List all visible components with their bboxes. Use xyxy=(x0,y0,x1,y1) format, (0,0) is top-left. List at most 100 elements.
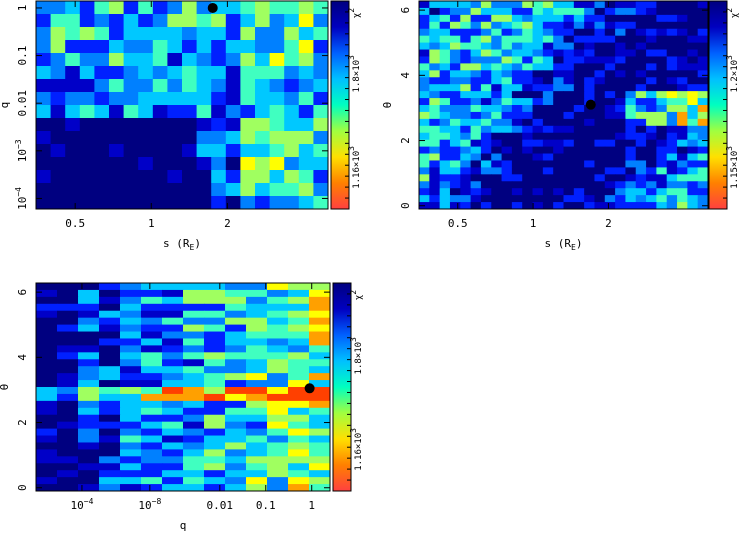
heatmap-cell xyxy=(480,49,492,57)
heatmap-cell xyxy=(542,105,554,113)
heatmap-cell xyxy=(211,53,227,67)
heatmap-cell xyxy=(267,345,289,353)
heatmap-cell xyxy=(625,118,637,127)
heatmap-cell xyxy=(204,463,226,471)
heatmap-cell xyxy=(269,157,285,171)
heatmap-cell xyxy=(604,105,616,113)
heatmap-cell xyxy=(429,49,441,57)
heatmap-cell xyxy=(50,131,66,145)
heatmap-cell xyxy=(429,7,441,16)
heatmap-cell xyxy=(419,35,430,44)
heatmap-cell xyxy=(167,92,183,106)
heatmap-cell xyxy=(309,352,331,360)
heatmap-cell xyxy=(204,373,226,381)
heatmap-cell xyxy=(225,53,241,67)
heatmap-cell xyxy=(584,111,595,120)
heatmap-cell xyxy=(138,92,154,106)
heatmap-cell xyxy=(225,359,247,367)
heatmap-cell xyxy=(511,84,523,92)
heatmap-cell xyxy=(553,84,564,92)
heatmap-cell xyxy=(267,428,289,437)
heatmap-cell xyxy=(182,92,198,106)
heatmap-cell xyxy=(204,324,226,333)
heatmap-cell xyxy=(594,160,606,168)
heatmap-cell xyxy=(309,484,331,492)
heatmap-cell xyxy=(542,125,554,134)
heatmap-cell xyxy=(656,35,668,44)
heatmap-cell xyxy=(183,387,205,395)
heatmap-cell xyxy=(267,359,289,367)
heatmap-cell xyxy=(240,14,256,28)
heatmap-cell xyxy=(57,442,79,450)
heatmap-cell xyxy=(646,181,657,189)
heatmap-cell xyxy=(646,63,657,71)
heatmap-cell xyxy=(123,40,139,54)
heatmap-cell xyxy=(267,296,289,305)
heatmap-cell xyxy=(697,42,709,51)
heatmap-cell xyxy=(138,131,154,145)
heatmap-cell xyxy=(167,27,183,41)
heatmap-cell xyxy=(697,181,709,189)
heatmap-cell xyxy=(687,139,699,148)
heatmap-cell xyxy=(532,63,544,71)
heatmap-cell xyxy=(65,170,81,184)
heatmap-cell xyxy=(553,174,564,182)
heatmap-cell xyxy=(594,153,606,161)
heatmap-cell xyxy=(183,338,205,346)
heatmap-cell xyxy=(615,105,626,113)
heatmap-cell xyxy=(677,111,688,120)
heatmap-cell xyxy=(532,146,544,155)
heatmap-cell xyxy=(269,170,285,184)
heatmap-cell xyxy=(480,202,492,210)
heatmap-cell xyxy=(57,449,79,457)
heatmap-cell xyxy=(298,66,314,80)
heatmap-cell xyxy=(211,183,227,197)
heatmap-cell xyxy=(615,111,626,120)
heatmap-cell xyxy=(152,157,168,171)
heatmap-cell xyxy=(532,49,544,57)
heatmap-cell xyxy=(78,380,100,388)
heatmap-cell xyxy=(480,28,492,37)
heatmap-cell xyxy=(666,14,678,23)
heatmap-cell xyxy=(309,345,331,353)
heatmap-cell xyxy=(240,53,256,67)
heatmap-cell xyxy=(429,42,441,51)
heatmap-cell xyxy=(240,1,256,15)
heatmap-cell xyxy=(687,49,699,57)
heatmap-cell xyxy=(594,98,606,106)
heatmap-cell xyxy=(246,449,268,457)
heatmap-cell xyxy=(246,442,268,450)
heatmap-cell xyxy=(429,63,441,71)
heatmap-cell xyxy=(604,202,616,210)
heatmap-cell xyxy=(79,144,95,158)
heatmap-cell xyxy=(78,296,100,305)
heatmap-cell xyxy=(439,77,451,85)
heatmap-cell xyxy=(298,196,314,210)
heatmap-cell xyxy=(646,42,657,51)
heatmap-cell xyxy=(225,484,247,492)
colorbar-label-low: 1.16×103 xyxy=(347,146,362,189)
heatmap-cell xyxy=(36,387,58,395)
heatmap-cell xyxy=(470,77,482,85)
heatmap-cell xyxy=(36,484,58,492)
heatmap-cell xyxy=(313,105,329,119)
heatmap-cell xyxy=(687,132,699,141)
heatmap-cell xyxy=(511,153,523,161)
heatmap-cell xyxy=(542,84,554,92)
heatmap-cell xyxy=(511,146,523,155)
heatmap-cell xyxy=(563,35,575,44)
heatmap-cell xyxy=(36,310,58,319)
heatmap-cell xyxy=(162,456,184,464)
heatmap-cell xyxy=(269,66,285,80)
heatmap-cell xyxy=(225,456,247,464)
heatmap-cell xyxy=(553,91,564,99)
heatmap-cell xyxy=(288,338,310,346)
heatmap-cells xyxy=(36,283,331,492)
x-tick-label: 1 xyxy=(530,217,537,230)
x-tick-label: 10−4 xyxy=(71,497,94,512)
heatmap-cell xyxy=(615,153,626,161)
heatmap-cell xyxy=(183,442,205,450)
heatmap-cell xyxy=(288,400,310,409)
heatmap-cell xyxy=(138,105,154,119)
heatmap-cell xyxy=(470,132,482,141)
